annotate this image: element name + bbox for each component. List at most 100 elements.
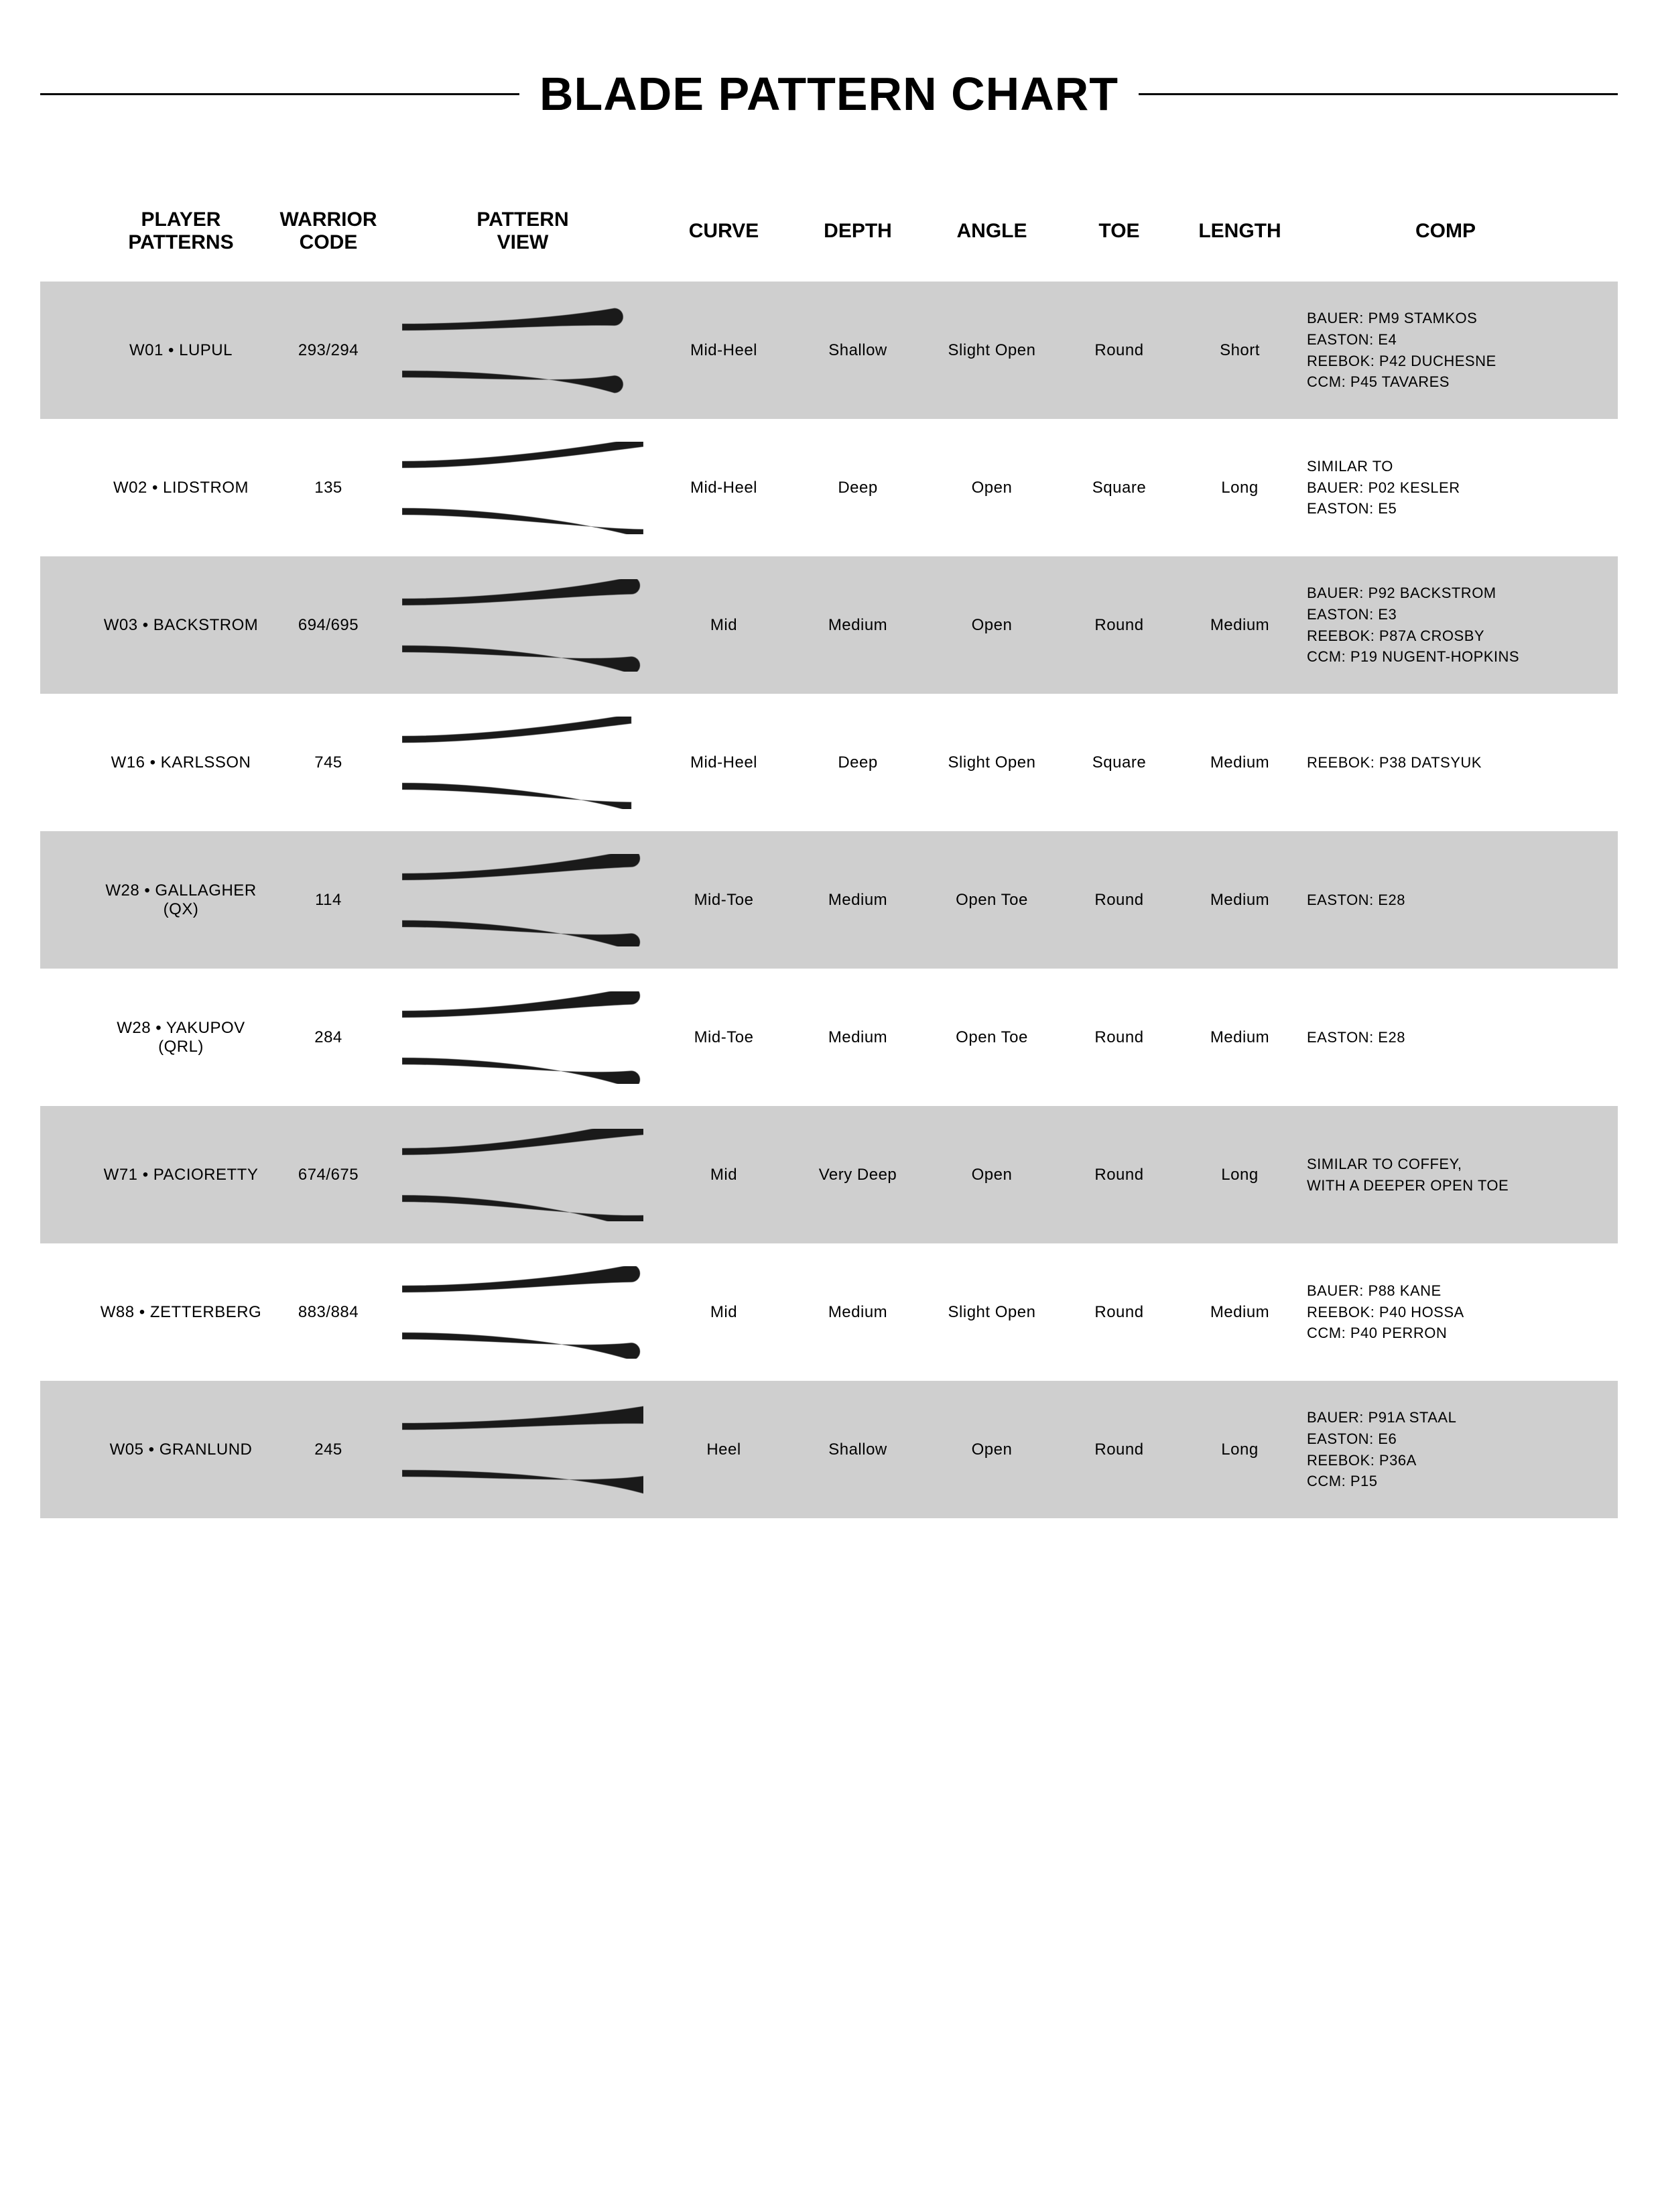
cell-toe: Round <box>1059 891 1179 910</box>
col-player: PLAYERPATTERNS <box>94 208 268 255</box>
cell-depth: Medium <box>791 1303 925 1322</box>
col-comp: COMP <box>1300 220 1591 243</box>
cell-angle: Slight Open <box>925 341 1059 360</box>
blade-table: PLAYERPATTERNS WARRIORCODE PATTERNVIEW C… <box>40 181 1618 1518</box>
cell-angle: Open <box>925 1440 1059 1459</box>
page-title: BLADE PATTERN CHART <box>539 67 1119 121</box>
cell-depth: Shallow <box>791 341 925 360</box>
col-angle: ANGLE <box>925 220 1059 243</box>
cell-toe: Round <box>1059 1166 1179 1184</box>
cell-comp: EASTON: E28 <box>1300 889 1591 911</box>
cell-player: W03 • BACKSTROM <box>94 616 268 635</box>
pattern-view-icon <box>389 1129 657 1221</box>
cell-player: W05 • GRANLUND <box>94 1440 268 1459</box>
cell-depth: Very Deep <box>791 1166 925 1184</box>
col-pattern: PATTERNVIEW <box>389 208 657 255</box>
table-row: W28 • YAKUPOV (QRL)284 Mid-ToeMediumOpen… <box>40 969 1618 1106</box>
cell-comp: BAUER: PM9 STAMKOSEASTON: E4REEBOK: P42 … <box>1300 308 1591 393</box>
table-row: W01 • LUPUL293/294 Mid-HeelShallowSlight… <box>40 282 1618 419</box>
pattern-view-icon <box>389 854 657 946</box>
table-row: W03 • BACKSTROM694/695 MidMediumOpenRoun… <box>40 556 1618 694</box>
cell-depth: Deep <box>791 753 925 772</box>
col-code: WARRIORCODE <box>268 208 389 255</box>
cell-toe: Round <box>1059 1440 1179 1459</box>
cell-curve: Mid-Heel <box>657 753 791 772</box>
cell-curve: Mid-Toe <box>657 1028 791 1047</box>
cell-curve: Mid-Heel <box>657 479 791 497</box>
cell-code: 135 <box>268 479 389 497</box>
col-toe: TOE <box>1059 220 1179 243</box>
cell-curve: Mid-Toe <box>657 891 791 910</box>
pattern-view-icon <box>389 1404 657 1496</box>
cell-toe: Square <box>1059 479 1179 497</box>
pattern-view-icon <box>389 717 657 809</box>
cell-player: W28 • GALLAGHER (QX) <box>94 881 268 919</box>
pattern-view-icon <box>389 304 657 397</box>
cell-comp: BAUER: P92 BACKSTROMEASTON: E3REEBOK: P8… <box>1300 582 1591 668</box>
cell-code: 114 <box>268 891 389 910</box>
cell-depth: Medium <box>791 616 925 635</box>
cell-player: W28 • YAKUPOV (QRL) <box>94 1019 268 1056</box>
table-body: W01 • LUPUL293/294 Mid-HeelShallowSlight… <box>40 282 1618 1518</box>
cell-angle: Open Toe <box>925 1028 1059 1047</box>
cell-player: W02 • LIDSTROM <box>94 479 268 497</box>
cell-length: Medium <box>1179 1303 1300 1322</box>
cell-angle: Slight Open <box>925 1303 1059 1322</box>
cell-toe: Round <box>1059 341 1179 360</box>
cell-comp: BAUER: P88 KANEREEBOK: P40 HOSSACCM: P40… <box>1300 1280 1591 1345</box>
title-rule-right <box>1139 93 1618 95</box>
cell-angle: Open <box>925 479 1059 497</box>
cell-player: W01 • LUPUL <box>94 341 268 360</box>
cell-toe: Round <box>1059 616 1179 635</box>
cell-code: 674/675 <box>268 1166 389 1184</box>
cell-comp: REEBOK: P38 DATSYUK <box>1300 752 1591 774</box>
cell-player: W88 • ZETTERBERG <box>94 1303 268 1322</box>
title-wrap: BLADE PATTERN CHART <box>40 67 1618 121</box>
pattern-view-icon <box>389 1266 657 1359</box>
cell-toe: Square <box>1059 753 1179 772</box>
col-depth: DEPTH <box>791 220 925 243</box>
pattern-view-icon <box>389 442 657 534</box>
col-length: LENGTH <box>1179 220 1300 243</box>
cell-length: Medium <box>1179 891 1300 910</box>
cell-curve: Mid-Heel <box>657 341 791 360</box>
table-row: W02 • LIDSTROM135 Mid-HeelDeepOpenSquare… <box>40 419 1618 556</box>
cell-length: Medium <box>1179 616 1300 635</box>
cell-length: Long <box>1179 1166 1300 1184</box>
cell-comp: SIMILAR TO COFFEY,WITH A DEEPER OPEN TOE <box>1300 1154 1591 1196</box>
table-row: W16 • KARLSSON745 Mid-HeelDeepSlight Ope… <box>40 694 1618 831</box>
col-curve: CURVE <box>657 220 791 243</box>
cell-length: Long <box>1179 1440 1300 1459</box>
cell-length: Medium <box>1179 753 1300 772</box>
cell-code: 284 <box>268 1028 389 1047</box>
cell-code: 694/695 <box>268 616 389 635</box>
cell-depth: Shallow <box>791 1440 925 1459</box>
cell-comp: BAUER: P91A STAALEASTON: E6REEBOK: P36AC… <box>1300 1407 1591 1493</box>
cell-angle: Open <box>925 616 1059 635</box>
table-row: W05 • GRANLUND245 HeelShallowOpenRoundLo… <box>40 1381 1618 1518</box>
cell-length: Short <box>1179 341 1300 360</box>
cell-code: 883/884 <box>268 1303 389 1322</box>
cell-depth: Medium <box>791 1028 925 1047</box>
cell-curve: Mid <box>657 1166 791 1184</box>
cell-toe: Round <box>1059 1303 1179 1322</box>
cell-code: 245 <box>268 1440 389 1459</box>
pattern-view-icon <box>389 991 657 1084</box>
cell-curve: Mid <box>657 616 791 635</box>
table-row: W71 • PACIORETTY674/675 MidVery DeepOpen… <box>40 1106 1618 1243</box>
cell-player: W71 • PACIORETTY <box>94 1166 268 1184</box>
cell-comp: EASTON: E28 <box>1300 1027 1591 1048</box>
cell-depth: Deep <box>791 479 925 497</box>
title-rule-left <box>40 93 519 95</box>
cell-angle: Open <box>925 1166 1059 1184</box>
cell-angle: Slight Open <box>925 753 1059 772</box>
table-row: W28 • GALLAGHER (QX)114 Mid-ToeMediumOpe… <box>40 831 1618 969</box>
cell-depth: Medium <box>791 891 925 910</box>
cell-curve: Heel <box>657 1440 791 1459</box>
cell-curve: Mid <box>657 1303 791 1322</box>
pattern-view-icon <box>389 579 657 672</box>
cell-length: Medium <box>1179 1028 1300 1047</box>
cell-code: 293/294 <box>268 341 389 360</box>
cell-player: W16 • KARLSSON <box>94 753 268 772</box>
cell-comp: SIMILAR TOBAUER: P02 KESLEREASTON: E5 <box>1300 456 1591 520</box>
